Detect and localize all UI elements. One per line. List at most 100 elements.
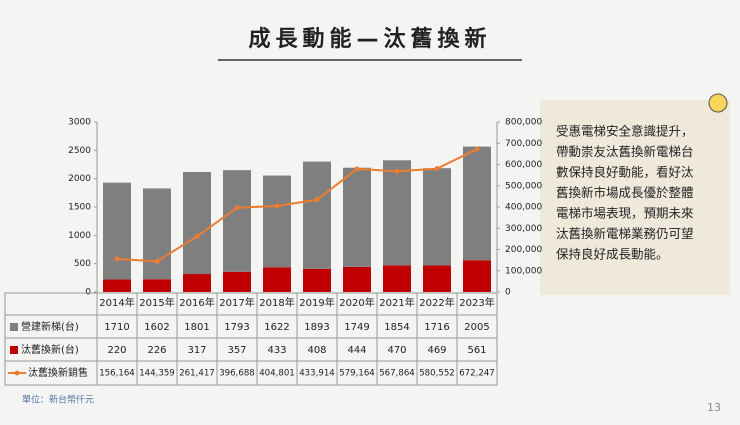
table-cell: 408 xyxy=(307,345,326,356)
y-tick-label: 500 xyxy=(74,259,91,269)
x-tick-label: 2023年 xyxy=(459,296,494,309)
table-cell: 580,552 xyxy=(419,369,455,379)
table-cell: 226 xyxy=(147,345,166,356)
table-cell: 444 xyxy=(347,345,366,356)
table-cell: 1893 xyxy=(304,322,329,333)
bar xyxy=(263,175,291,268)
x-tick-label: 2016年 xyxy=(179,296,214,309)
bar xyxy=(223,271,251,292)
table-cell: 261,417 xyxy=(179,369,215,379)
sidebar-line: 汰舊換新電梯業務仍可望 xyxy=(556,226,694,241)
x-tick-label: 2014年 xyxy=(99,296,134,309)
table-cell: 1622 xyxy=(264,322,289,333)
bar xyxy=(263,267,291,292)
page-number: 13 xyxy=(707,401,721,414)
line-marker xyxy=(354,166,360,172)
bar xyxy=(303,268,331,292)
table-cell: 672,247 xyxy=(459,369,495,379)
sidebar-text: 受惠電梯安全意識提升， 帶動崇友汰舊換新電梯台數保持良好動能，看好汰舊換新市場成長… xyxy=(556,124,694,262)
bar xyxy=(383,265,411,292)
line-marker xyxy=(194,233,200,239)
table-cell: 1716 xyxy=(424,322,449,333)
sidebar-line: 帶動崇友汰舊換新電梯台 xyxy=(556,144,694,159)
line-marker xyxy=(154,258,160,264)
sidebar-box xyxy=(540,100,730,295)
bar xyxy=(343,167,371,267)
bar xyxy=(463,146,491,261)
bar xyxy=(423,168,451,266)
line xyxy=(116,148,478,263)
bar xyxy=(103,279,131,292)
table-cell: 1749 xyxy=(344,322,369,333)
x-tick-label: 2015年 xyxy=(139,296,174,309)
y2-tick-label: 700,000 xyxy=(505,139,542,149)
y2-tick-label: 0 xyxy=(505,288,511,298)
table-cell: 317 xyxy=(187,345,206,356)
bar xyxy=(183,171,211,275)
legend-label: 汰舊換新銷售 xyxy=(28,366,88,379)
legend-marker xyxy=(14,370,20,376)
x-tick-label: 2022年 xyxy=(419,296,454,309)
x-tick-label: 2017年 xyxy=(219,296,254,309)
line-marker xyxy=(434,166,440,172)
table-cell: 404,801 xyxy=(259,369,295,379)
table-cell: 1793 xyxy=(224,322,249,333)
y-tick-label: 2500 xyxy=(68,146,91,156)
bar xyxy=(463,260,491,292)
legend-label: 汰舊換新(台) xyxy=(21,343,79,356)
y2-tick-label: 200,000 xyxy=(505,245,542,255)
line-marker xyxy=(114,256,120,262)
table-cell: 469 xyxy=(427,345,446,356)
bar xyxy=(343,266,371,292)
y2-tick-label: 600,000 xyxy=(505,160,542,170)
line-marker xyxy=(394,168,400,174)
table-cell: 144,359 xyxy=(139,369,175,379)
x-tick-label: 2019年 xyxy=(299,296,334,309)
sidebar-line: 電梯市場表現，預期未來 xyxy=(556,206,694,221)
table-cell: 433,914 xyxy=(299,369,335,379)
x-tick-label: 2021年 xyxy=(379,296,414,309)
x-tick-label: 2020年 xyxy=(339,296,374,309)
sidebar-line: 舊換新市場成長優於整體 xyxy=(556,185,694,200)
line-marker xyxy=(234,205,240,211)
y-tick-label: 3000 xyxy=(68,118,91,128)
y2-tick-label: 800,000 xyxy=(505,118,542,128)
y-tick-label: 2000 xyxy=(68,174,91,184)
y2-tick-label: 100,000 xyxy=(505,266,542,276)
table-cell: 1602 xyxy=(144,322,169,333)
legend-swatch xyxy=(10,323,18,331)
bar xyxy=(223,170,251,272)
table-cell: 396,688 xyxy=(219,369,255,379)
bar xyxy=(303,161,331,269)
table-cell: 220 xyxy=(107,345,126,356)
table-cell: 579,164 xyxy=(339,369,375,379)
y2-tick-label: 300,000 xyxy=(505,224,542,234)
table-cell: 470 xyxy=(387,345,406,356)
table-cell: 433 xyxy=(267,345,286,356)
table-cell: 357 xyxy=(227,345,246,356)
page-title: 成長動能—汰舊換新 xyxy=(248,26,491,52)
table-cell: 567,864 xyxy=(379,369,415,379)
bulb-icon xyxy=(708,93,728,113)
table-cell: 561 xyxy=(467,345,486,356)
y-tick-label: 1000 xyxy=(68,231,91,241)
sidebar-line: 保持良好成長動能。 xyxy=(556,247,669,262)
bar xyxy=(183,274,211,292)
x-tick-label: 2018年 xyxy=(259,296,294,309)
sidebar-line: 受惠電梯安全意識提升， xyxy=(556,124,694,139)
table-cell: 1801 xyxy=(184,322,209,333)
unit-note: 單位：新台幣仟元 xyxy=(22,394,94,406)
table-cell: 1710 xyxy=(104,322,129,333)
y2-tick-label: 500,000 xyxy=(505,181,542,191)
bar xyxy=(103,182,131,280)
line-marker xyxy=(314,197,320,203)
bar xyxy=(143,279,171,292)
line-marker xyxy=(474,146,480,152)
legend-swatch xyxy=(10,346,18,354)
bar xyxy=(423,265,451,292)
y2-tick-label: 400,000 xyxy=(505,203,542,213)
bar xyxy=(143,188,171,280)
table-cell: 156,164 xyxy=(99,369,135,379)
